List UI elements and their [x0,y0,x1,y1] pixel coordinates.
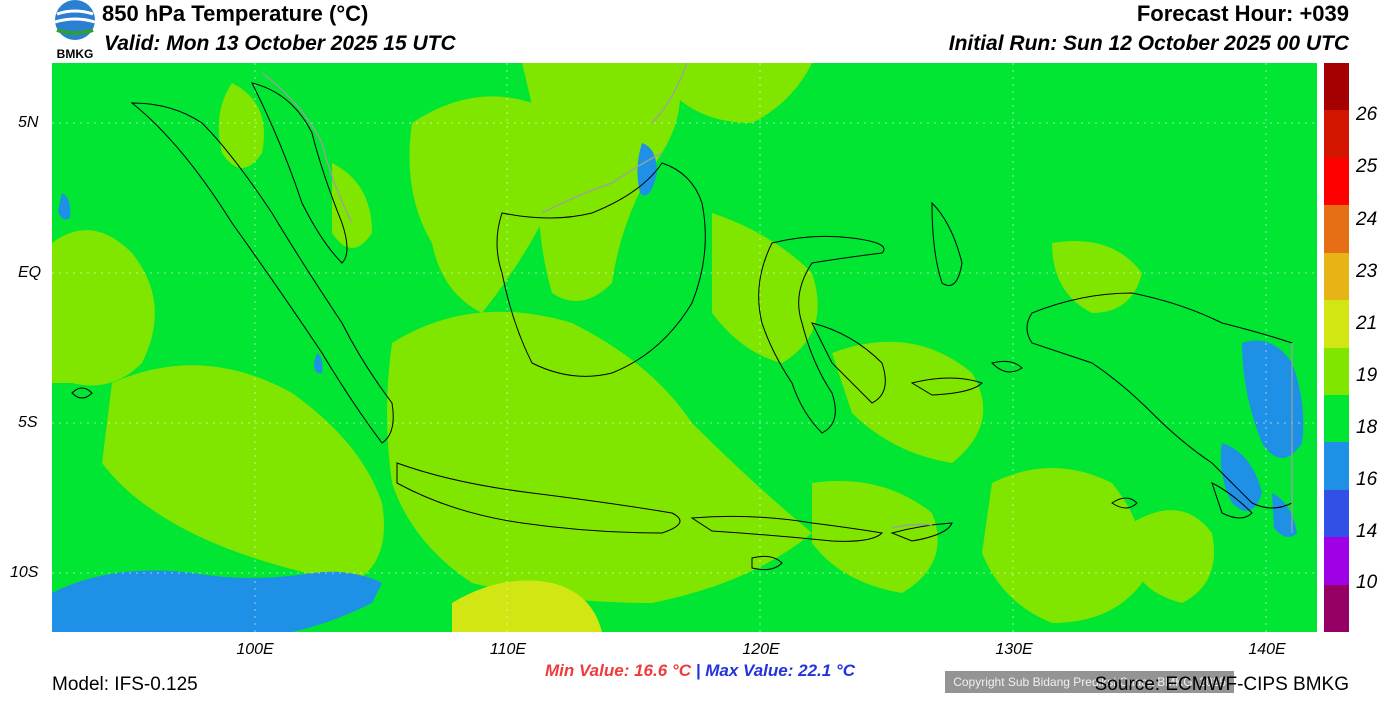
temperature-map: Copyright Sub Bidang Prediksi Cuaca BMKG… [52,62,1317,693]
colorbar-segment [1324,490,1349,537]
borders [261,62,1293,533]
minmax-separator: | [695,661,701,680]
colorbar-label-16: 16 [1356,469,1378,490]
colorbar-segment [1324,395,1349,442]
valid-time: Valid: Mon 13 October 2025 15 UTC [104,32,456,55]
model-name: Model: IFS-0.125 [52,674,198,695]
forecast-hour: Forecast Hour: +039 [1136,1,1349,26]
data-source: Source: ECMWF-CIPS BMKG [1094,674,1349,695]
colorbar-label-19: 19 [1356,365,1378,386]
lon-label-100e: 100E [236,641,274,658]
chart-title: 850 hPa Temperature (°C) [102,1,369,26]
logo-text: BMKG [57,47,94,60]
colorbar-label-23: 23 [1356,261,1378,282]
copyright-notice: Copyright Sub Bidang Prediksi Cuaca BMKG… [945,671,1234,693]
bmkg-logo: BMKG [52,0,98,61]
initial-run: Initial Run: Sun 12 October 2025 00 UTC [948,32,1349,55]
colorbar-label-14: 14 [1356,521,1378,542]
lon-label-120e: 120E [742,641,780,658]
min-max-values: Min Value: 16.6 °C | Max Value: 22.1 °C [0,661,1400,681]
colorbar-label-25: 25 [1356,156,1378,177]
colorbar-label-21: 21 [1356,313,1378,334]
coastlines [71,82,1293,571]
lat-label-eq: EQ [18,264,42,281]
lon-label-140e: 140E [1248,641,1286,658]
colorbar-segment [1324,442,1349,490]
lon-label-130e: 130E [995,641,1033,658]
colorbar-segment [1324,348,1349,395]
colorbar-segment [1324,253,1349,300]
max-value: Max Value: 22.1 °C [705,661,856,680]
map-gridlines [52,63,1317,632]
colorbar-segment [1324,585,1349,632]
colorbar-segment [1324,300,1349,348]
colorbar-segment [1324,205,1349,253]
colorbar-label-24: 24 [1356,209,1378,230]
lat-label-5n: 5N [18,114,39,131]
colorbar-segment [1324,537,1349,585]
lon-label-110e: 110E [489,641,527,658]
min-value: Min Value: 16.6 °C [544,661,691,680]
colorbar [1324,63,1349,632]
colorbar-segment [1324,63,1349,110]
hot-regions [452,580,602,632]
colorbar-segment [1324,110,1349,158]
colorbar-segment [1324,158,1349,205]
colorbar-label-26: 26 [1356,104,1378,125]
cool-regions [52,143,1304,632]
colorbar-label-18: 18 [1356,417,1378,438]
lat-label-5s: 5S [18,414,38,431]
lat-label-10s: 10S [10,564,39,581]
colorbar-label-10: 10 [1356,572,1378,593]
